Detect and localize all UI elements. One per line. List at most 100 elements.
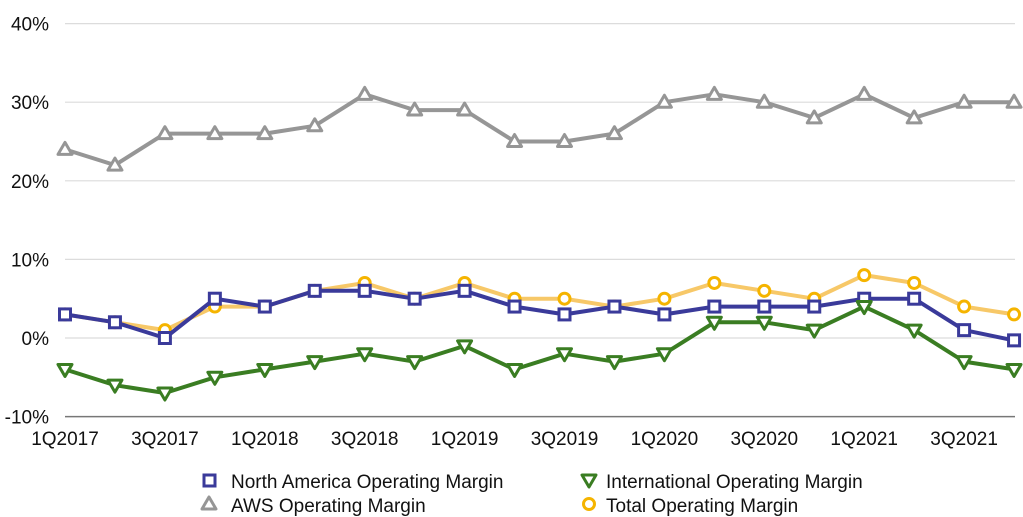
- x-tick-label: 3Q2019: [531, 429, 599, 450]
- square-marker-icon[interactable]: [307, 283, 322, 298]
- triangle-up-marker-icon[interactable]: [556, 133, 573, 148]
- square-marker-icon[interactable]: [757, 299, 772, 314]
- triangle-down-marker-icon[interactable]: [805, 323, 823, 339]
- y-tick-label: 30%: [11, 93, 49, 114]
- square-marker-icon[interactable]: [557, 307, 572, 322]
- triangle-down-marker-icon[interactable]: [755, 315, 773, 331]
- triangle-up-marker-icon[interactable]: [705, 85, 723, 101]
- triangle-down-marker-icon[interactable]: [905, 323, 923, 339]
- square-marker-icon[interactable]: [957, 323, 972, 338]
- triangle-down-marker-icon[interactable]: [506, 362, 524, 378]
- circle-marker-icon[interactable]: [657, 291, 672, 306]
- triangle-down-marker-icon[interactable]: [206, 370, 224, 386]
- circle-marker-icon[interactable]: [1007, 307, 1022, 322]
- triangle-up-marker-icon: [200, 495, 218, 511]
- triangle-down-marker-icon[interactable]: [855, 300, 873, 316]
- circle-marker-icon[interactable]: [707, 275, 722, 290]
- square-marker-icon[interactable]: [507, 299, 522, 314]
- legend-item-aws[interactable]: AWS Operating Margin: [200, 495, 426, 517]
- legend-item-total[interactable]: Total Operating Margin: [582, 496, 799, 517]
- x-tick-label: 1Q2021: [830, 429, 898, 450]
- series-international-operating-margin: [56, 300, 1023, 402]
- triangle-down-marker-icon[interactable]: [705, 315, 723, 331]
- square-marker-icon[interactable]: [607, 299, 622, 314]
- y-tick-label: -10%: [5, 408, 49, 429]
- circle-marker-icon[interactable]: [757, 283, 772, 298]
- y-tick-label: 10%: [11, 250, 49, 271]
- square-marker-icon[interactable]: [58, 307, 72, 322]
- triangle-up-marker-icon[interactable]: [755, 93, 773, 109]
- triangle-down-marker-icon[interactable]: [406, 355, 424, 371]
- circle-marker-icon[interactable]: [957, 299, 972, 314]
- triangle-up-marker-icon[interactable]: [56, 140, 74, 156]
- triangle-up-marker-icon[interactable]: [805, 109, 823, 125]
- square-marker-icon[interactable]: [107, 315, 122, 330]
- series-aws-operating-margin: [56, 85, 1023, 172]
- triangle-up-marker-icon[interactable]: [955, 93, 973, 109]
- x-tick-label: 1Q2019: [431, 429, 499, 450]
- triangle-up-marker-icon[interactable]: [156, 125, 174, 141]
- series-line: [64, 273, 1015, 333]
- triangle-down-marker-icon[interactable]: [356, 347, 374, 363]
- triangle-down-marker-icon[interactable]: [106, 378, 124, 394]
- triangle-up-marker-icon[interactable]: [605, 125, 623, 141]
- triangle-down-marker-icon[interactable]: [156, 386, 174, 402]
- triangle-up-marker-icon[interactable]: [506, 133, 524, 148]
- triangle-up-marker-icon[interactable]: [1005, 93, 1023, 109]
- x-tick-label: 1Q2017: [31, 429, 99, 450]
- square-marker-icon[interactable]: [257, 299, 272, 314]
- square-marker-icon[interactable]: [707, 299, 722, 314]
- y-tick-label: 20%: [11, 172, 49, 193]
- y-axis: -10% 0% 10% 20% 30% 40%: [5, 15, 49, 429]
- square-marker-icon[interactable]: [207, 291, 222, 306]
- square-marker-icon[interactable]: [1007, 333, 1022, 348]
- x-tick-label: 3Q2021: [930, 429, 998, 450]
- triangle-up-marker-icon[interactable]: [106, 156, 124, 172]
- square-marker-icon[interactable]: [657, 307, 672, 322]
- triangle-down-marker-icon: [580, 473, 598, 489]
- x-tick-label: 3Q2020: [730, 429, 798, 450]
- series-north-america-operating-margin: [58, 283, 1022, 348]
- triangle-down-marker-icon[interactable]: [456, 339, 474, 355]
- square-marker-icon[interactable]: [907, 291, 922, 306]
- square-marker-icon[interactable]: [357, 283, 372, 298]
- triangle-up-marker-icon[interactable]: [306, 117, 324, 133]
- square-marker-icon[interactable]: [157, 331, 172, 345]
- x-tick-label: 3Q2017: [131, 429, 199, 450]
- square-marker-icon[interactable]: [457, 283, 472, 298]
- triangle-up-marker-icon[interactable]: [256, 125, 274, 141]
- legend-item-north-america[interactable]: North America Operating Margin: [202, 472, 503, 493]
- x-axis: 1Q2017 3Q2017 1Q2018 3Q2018 1Q2019 3Q2019 1Q20…: [31, 429, 998, 450]
- triangle-down-marker-icon[interactable]: [605, 355, 623, 371]
- triangle-down-marker-icon[interactable]: [56, 362, 74, 378]
- triangle-up-marker-icon[interactable]: [206, 125, 224, 141]
- legend-item-international[interactable]: International Operating Margin: [580, 472, 863, 493]
- square-marker-icon: [202, 473, 217, 488]
- triangle-down-marker-icon[interactable]: [556, 347, 573, 363]
- x-tick-label: 1Q2018: [231, 429, 299, 450]
- series-total-operating-margin: [58, 268, 1022, 338]
- triangle-up-marker-icon[interactable]: [456, 101, 474, 117]
- triangle-down-marker-icon[interactable]: [306, 355, 324, 371]
- circle-marker-icon[interactable]: [907, 275, 922, 290]
- square-marker-icon[interactable]: [807, 299, 822, 314]
- triangle-down-marker-icon[interactable]: [1005, 362, 1023, 378]
- circle-marker-icon[interactable]: [857, 268, 872, 283]
- series-lines: [56, 85, 1023, 402]
- series-line: [64, 288, 1015, 343]
- triangle-up-marker-icon[interactable]: [356, 85, 374, 101]
- triangle-down-marker-icon[interactable]: [955, 355, 973, 371]
- triangle-up-marker-icon[interactable]: [855, 85, 873, 101]
- triangle-up-marker-icon[interactable]: [406, 101, 424, 117]
- series-line: [64, 304, 1015, 395]
- triangle-up-marker-icon[interactable]: [905, 109, 923, 125]
- square-marker-icon[interactable]: [407, 291, 422, 306]
- y-tick-label: 40%: [11, 15, 49, 36]
- triangle-up-marker-icon[interactable]: [655, 93, 673, 109]
- circle-marker-icon[interactable]: [557, 291, 572, 306]
- x-tick-label: 1Q2020: [631, 429, 699, 450]
- x-tick-label: 3Q2018: [331, 429, 399, 450]
- series-line: [64, 92, 1015, 168]
- triangle-down-marker-icon[interactable]: [256, 362, 274, 378]
- triangle-down-marker-icon[interactable]: [655, 347, 673, 363]
